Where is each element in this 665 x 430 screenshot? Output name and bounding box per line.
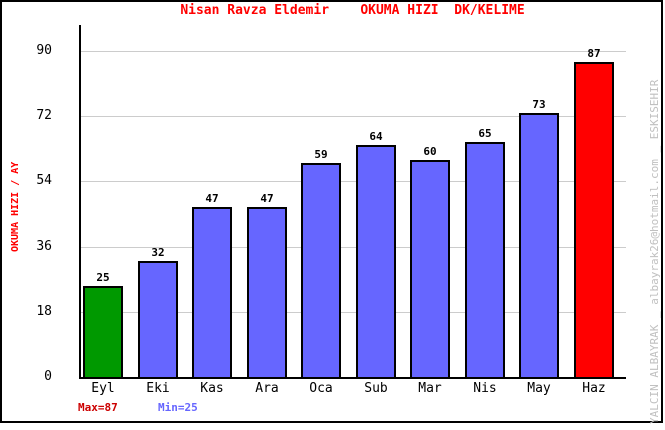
bar-value-label: 32 — [151, 246, 165, 259]
chart-title: Nisan Ravza Eldemir OKUMA HIZI DK/KELIME — [180, 3, 525, 18]
x-tick-label: Eyl — [91, 381, 115, 396]
y-tick-label: 90 — [36, 43, 52, 58]
x-tick-label: Eki — [146, 381, 170, 396]
gridline — [81, 312, 626, 313]
bar — [465, 142, 505, 377]
x-tick-label: Kas — [200, 381, 224, 396]
watermark-text: YALCIN ALBAYRAK _ albayrak26@hotmail.com… — [648, 79, 661, 424]
x-tick-label: Haz — [582, 381, 606, 396]
bar — [138, 261, 178, 377]
x-tick-label: Mar — [418, 381, 442, 396]
x-tick-label: May — [527, 381, 551, 396]
gridline — [81, 116, 626, 117]
bar — [519, 113, 559, 377]
bar-value-label: 64 — [369, 130, 383, 143]
bar-value-label: 59 — [314, 148, 328, 161]
max-value-label: Max=87 — [78, 401, 118, 414]
x-axis-line — [79, 377, 626, 379]
bar-value-label: 73 — [532, 98, 546, 111]
gridline — [81, 51, 626, 52]
y-axis-line — [79, 25, 81, 379]
bar-value-label: 25 — [96, 271, 110, 284]
x-tick-label: Ara — [255, 381, 279, 396]
y-tick-label: 36 — [36, 239, 52, 254]
x-tick-label: Nis — [473, 381, 497, 396]
gridline — [81, 181, 626, 182]
bar — [574, 62, 614, 377]
bar-value-label: 87 — [587, 47, 601, 60]
bar — [301, 163, 341, 377]
bar-value-label: 47 — [260, 192, 274, 205]
gridline — [81, 247, 626, 248]
bar-value-label: 60 — [423, 145, 437, 158]
y-tick-label: 54 — [36, 173, 52, 188]
min-value-label: Min=25 — [158, 401, 198, 414]
y-tick-label: 0 — [44, 369, 52, 384]
bar — [83, 286, 123, 377]
y-tick-label: 72 — [36, 108, 52, 123]
bar-value-label: 65 — [478, 127, 492, 140]
bar — [192, 207, 232, 377]
bar — [247, 207, 287, 377]
bar — [410, 160, 450, 377]
bar-value-label: 47 — [205, 192, 219, 205]
x-tick-label: Sub — [364, 381, 388, 396]
bar — [356, 145, 396, 377]
y-tick-label: 18 — [36, 304, 52, 319]
x-tick-label: Oca — [309, 381, 333, 396]
